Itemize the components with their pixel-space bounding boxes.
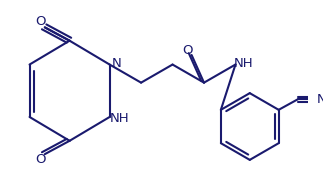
Text: O: O [182,44,193,57]
Text: NH: NH [234,57,254,70]
Text: O: O [36,153,46,166]
Text: NH: NH [109,112,129,125]
Text: N: N [111,57,121,70]
Text: N: N [317,93,323,106]
Text: O: O [36,15,46,28]
